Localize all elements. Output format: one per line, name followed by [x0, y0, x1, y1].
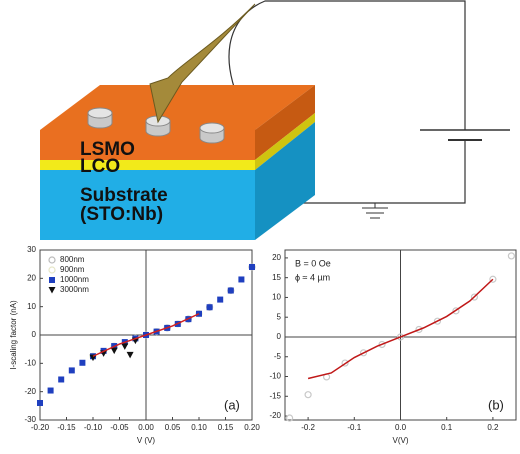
layer-label: (STO:Nb) [80, 204, 163, 225]
data-point [415, 325, 423, 334]
data-point [396, 333, 405, 341]
annotation: B = 0 Oe [295, 258, 331, 268]
x-tick-label: 0.10 [191, 423, 207, 432]
legend-label: 900nm [60, 265, 85, 274]
data-point [433, 317, 442, 325]
legend-marker [48, 266, 56, 274]
layer-label: LCO [80, 156, 120, 177]
x-tick-label: -0.2 [301, 423, 315, 432]
data-point [110, 347, 118, 355]
data-point [238, 276, 245, 283]
x-tick-label: 0.00 [138, 423, 154, 432]
x-tick-label: 0.15 [218, 423, 234, 432]
data-point [47, 387, 54, 394]
y-tick-label: 15 [272, 273, 281, 282]
legend-marker [48, 287, 56, 294]
y-tick-label: -5 [274, 352, 282, 361]
data-point [489, 275, 497, 283]
x-tick-label: 0.20 [244, 423, 260, 432]
y-tick-label: 20 [27, 273, 36, 282]
data-point [341, 359, 349, 367]
data-point [359, 349, 368, 357]
x-tick-label: -0.05 [110, 423, 129, 432]
y-tick-label: -10 [269, 372, 281, 381]
x-axis-label: V (V) [137, 436, 156, 445]
legend-label: 800nm [60, 255, 85, 264]
data-point [126, 351, 134, 359]
x-tick-label: -0.10 [84, 423, 103, 432]
x-tick-label: -0.20 [31, 423, 50, 432]
y-tick-label: -30 [24, 415, 36, 424]
legend-label: 1000nm [60, 275, 89, 284]
data-point [286, 414, 294, 422]
data-point [217, 296, 224, 303]
panel-label: (b) [488, 397, 504, 412]
data-point [378, 340, 386, 349]
data-point [121, 343, 129, 350]
y-tick-label: 10 [272, 293, 281, 302]
data-point [249, 264, 255, 270]
data-point [206, 304, 213, 311]
y-tick-label: 5 [277, 312, 282, 321]
data-point [79, 359, 86, 366]
legend-marker [49, 277, 55, 283]
y-tick-label: -15 [269, 391, 281, 400]
data-point [507, 252, 515, 260]
data-point [452, 307, 460, 315]
legend-marker [48, 256, 56, 264]
annotation: ϕ ≈ 4 µm [295, 272, 330, 282]
y-tick-label: 10 [27, 302, 36, 311]
data-point [304, 391, 312, 399]
fit-line [92, 313, 200, 357]
x-tick-label: 0.0 [395, 423, 407, 432]
panel-label: (a) [224, 397, 240, 412]
data-point [227, 287, 234, 294]
data-point [68, 367, 75, 374]
x-tick-label: 0.1 [441, 423, 453, 432]
fit-line [307, 278, 494, 380]
layer-label: LSMO [80, 139, 135, 160]
x-tick-label: 0.2 [487, 423, 499, 432]
x-axis-label: V(V) [393, 436, 409, 445]
y-axis-label: I-scaling factor (nA) [9, 300, 18, 370]
y-tick-label: 0 [277, 332, 282, 341]
x-tick-label: -0.1 [347, 423, 361, 432]
y-tick-label: -20 [24, 387, 36, 396]
y-tick-label: 30 [27, 245, 36, 254]
chart-panel: -0.2 -0.1 0.0 0.1 0.2 -20 -15 -10 -5 0 5 10 15 20 V(V)… [269, 249, 517, 445]
y-tick-label: 20 [272, 253, 281, 262]
x-tick-label: 0.05 [165, 423, 181, 432]
data-point [89, 354, 97, 362]
y-tick-label: 0 [32, 330, 37, 339]
y-tick-label: -20 [269, 411, 281, 420]
x-tick-label: -0.15 [57, 423, 76, 432]
data-point [58, 376, 65, 383]
chart-panel: -0.20 -0.15 -0.10 -0.05 0.00 0.05 0.10 0.15 0.20… [9, 245, 260, 445]
data-point [37, 400, 43, 406]
layer-label: Substrate [80, 185, 168, 206]
device-diagram: LSMO LCO Substrate (STO:Nb) [40, 0, 510, 240]
legend-label: 3000nm [60, 285, 89, 294]
y-tick-label: -10 [24, 358, 36, 367]
data-point [470, 293, 479, 301]
